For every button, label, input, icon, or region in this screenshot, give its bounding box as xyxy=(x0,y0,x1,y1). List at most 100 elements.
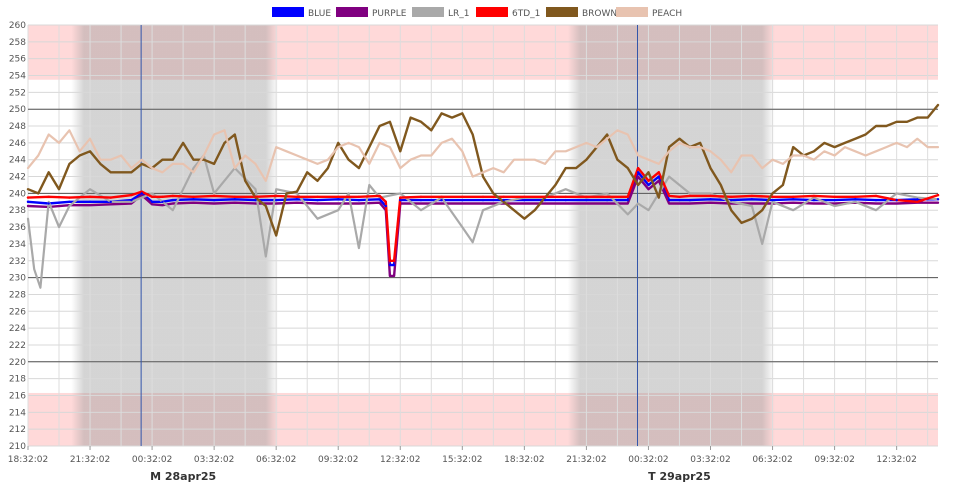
y-tick-label: 230 xyxy=(9,274,26,284)
y-tick-label: 234 xyxy=(9,240,26,250)
series-point-blue xyxy=(274,198,278,202)
series-point-blue xyxy=(678,198,681,202)
series-line-peach xyxy=(26,129,940,182)
series-point-6td-1 xyxy=(384,200,387,204)
series-point-6td-1 xyxy=(419,195,423,198)
y-tick-label: 222 xyxy=(9,341,26,351)
series-point-blue xyxy=(68,200,71,204)
legend-item-lr-1[interactable]: LR_1 xyxy=(412,7,470,19)
series-point-6td-1 xyxy=(585,195,588,198)
x-tick-label: 21:32:02 xyxy=(566,455,606,465)
series-point-6td-1 xyxy=(316,195,319,198)
series-point-blue xyxy=(657,175,660,178)
series-point-blue xyxy=(161,200,164,204)
legend-item-brown[interactable]: BROWN xyxy=(546,7,617,19)
x-tick-label: 09:32:02 xyxy=(318,455,358,465)
series-point-6td-1 xyxy=(140,190,143,193)
y-tick-label: 260 xyxy=(9,21,26,31)
series-point-6td-1 xyxy=(854,195,857,198)
series-point-6td-1 xyxy=(378,194,381,198)
legend-label: PURPLE xyxy=(372,9,407,19)
series-point-blue xyxy=(481,198,485,202)
series-point-blue xyxy=(254,198,257,202)
y-tick-label: 212 xyxy=(9,425,26,435)
x-tick-label: 21:32:02 xyxy=(70,455,110,465)
series-point-6td-1 xyxy=(88,195,92,198)
x-tick-label: 06:32:02 xyxy=(752,455,792,465)
series-point-blue xyxy=(812,198,816,202)
series-point-blue xyxy=(523,198,526,202)
legend-swatch xyxy=(476,7,508,17)
x-tick-label: 03:32:02 xyxy=(194,455,234,465)
series-point-6td-1 xyxy=(337,195,340,198)
y-tick-label: 242 xyxy=(9,173,26,183)
series-point-6td-1 xyxy=(192,195,195,198)
series-point-blue xyxy=(388,263,392,267)
reference-lines xyxy=(28,108,938,363)
y-tick-label: 246 xyxy=(9,139,26,149)
series-point-blue xyxy=(895,198,898,202)
series-point-blue xyxy=(585,198,588,202)
y-tick-label: 218 xyxy=(9,375,26,385)
legend-label: LR_1 xyxy=(448,9,470,19)
series-point-blue xyxy=(130,198,133,202)
x-tick-label: 00:32:02 xyxy=(132,455,172,465)
series-point-6td-1 xyxy=(392,259,396,262)
legend-label: BLUE xyxy=(308,9,331,19)
y-tick-label: 248 xyxy=(9,122,26,132)
legend-item-peach[interactable]: PEACH xyxy=(616,7,682,19)
series-point-6td-1 xyxy=(388,259,392,262)
series-point-6td-1 xyxy=(916,200,919,204)
x-tick-label: 00:32:02 xyxy=(628,455,668,465)
series-point-blue xyxy=(140,192,143,195)
series-point-6td-1 xyxy=(481,195,485,198)
legend-label: 6TD_1 xyxy=(512,9,540,19)
series-point-blue xyxy=(709,198,712,201)
y-tick-label: 228 xyxy=(9,290,26,300)
y-tick-label: 244 xyxy=(9,156,26,166)
series-point-blue xyxy=(667,198,671,202)
y-tick-label: 256 xyxy=(9,55,26,65)
legend-item-6td-1[interactable]: 6TD_1 xyxy=(476,7,540,19)
x-axis-ticks: 18:32:02 21:32:02 00:32:02 03:32:02 06:32:02… xyxy=(8,446,917,465)
series-point-blue xyxy=(605,198,609,202)
series-point-blue xyxy=(378,198,381,201)
x-tick-label: 12:32:02 xyxy=(380,455,420,465)
x-tick-label: 12:32:02 xyxy=(876,455,916,465)
series-point-6td-1 xyxy=(833,195,836,198)
series-point-6td-1 xyxy=(750,194,754,198)
series-lines xyxy=(26,103,940,289)
y-tick-label: 250 xyxy=(9,105,26,115)
series-point-6td-1 xyxy=(212,194,216,198)
date-label: M 28apr25 xyxy=(150,470,216,483)
y-tick-label: 216 xyxy=(9,391,26,401)
x-tick-label: 09:32:02 xyxy=(814,455,854,465)
y-tick-label: 214 xyxy=(9,408,26,418)
legend-swatch xyxy=(272,7,304,17)
series-point-6td-1 xyxy=(626,195,629,198)
legend-item-purple[interactable]: PURPLE xyxy=(336,7,407,19)
series-point-6td-1 xyxy=(771,195,774,198)
series-point-6td-1 xyxy=(150,195,154,198)
legend-swatch xyxy=(616,7,648,17)
series-point-6td-1 xyxy=(254,195,257,198)
night-shade-1 xyxy=(567,25,775,446)
series-point-blue xyxy=(192,198,195,201)
series-point-6td-1 xyxy=(543,195,547,198)
legend-swatch xyxy=(336,7,368,17)
series-point-blue xyxy=(399,198,402,202)
series-point-blue xyxy=(543,198,547,202)
series-point-blue xyxy=(88,200,92,204)
series-point-6td-1 xyxy=(936,193,940,197)
series-point-6td-1 xyxy=(502,195,505,198)
legend-item-blue[interactable]: BLUE xyxy=(272,7,331,19)
series-point-blue xyxy=(564,198,567,202)
series-point-6td-1 xyxy=(440,195,443,198)
series-point-6td-1 xyxy=(461,195,464,198)
series-point-6td-1 xyxy=(295,195,299,198)
series-point-blue xyxy=(419,198,423,202)
legend[interactable]: BLUE PURPLE LR_1 6TD_1 BROWN PEACH xyxy=(272,7,682,19)
series-point-6td-1 xyxy=(26,196,30,199)
y-tick-label: 236 xyxy=(9,223,26,233)
series-point-blue xyxy=(461,198,464,202)
